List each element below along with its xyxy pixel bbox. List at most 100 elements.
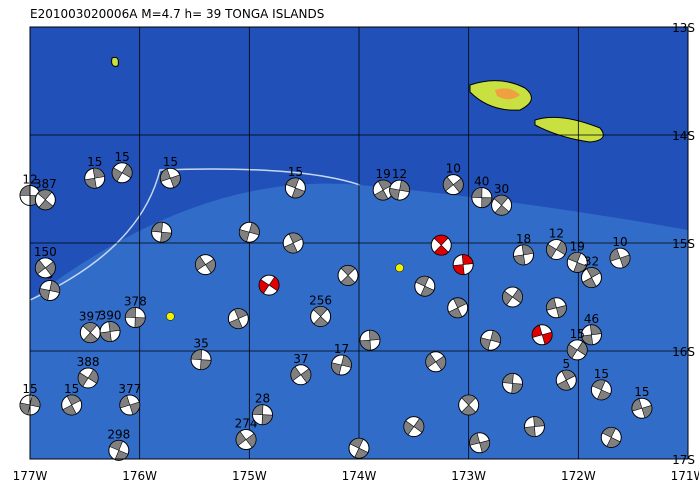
compression-quadrant [19,185,31,196]
compression-quadrant [490,330,501,344]
depth-label: 32 [584,255,599,269]
depth-label: 388 [77,355,100,369]
compression-quadrant [479,439,490,453]
depth-label: 274 [235,417,258,431]
compression-quadrant [245,433,257,448]
compression-quadrant [84,177,97,189]
compression-quadrant [469,432,480,446]
compression-quadrant [556,379,572,391]
compression-quadrant [38,199,54,211]
compression-quadrant [134,317,146,328]
compression-quadrant [619,254,631,268]
compression-quadrant [609,248,621,262]
compression-quadrant [631,398,643,412]
compression-quadrant [586,267,601,278]
compression-quadrant [480,337,491,351]
depth-label: 35 [193,337,208,351]
compression-quadrant [160,231,172,243]
compression-quadrant [354,447,369,459]
compression-quadrant [99,331,112,342]
depth-label: 18 [516,232,531,246]
compression-quadrant [452,177,464,193]
depth-label: 17 [334,342,349,356]
lon-label: 171W [671,469,699,483]
compression-quadrant [373,189,389,201]
depth-label: 15 [634,385,649,399]
depth-label: 46 [584,312,599,326]
compression-quadrant [597,389,611,401]
compression-quadrant [513,254,526,266]
compression-quadrant [546,243,557,259]
title: E201003020006A M=4.7 h= 39 TONGA ISLANDS [30,7,324,21]
compression-quadrant [228,318,243,329]
compression-quadrant [195,255,206,271]
compression-quadrant [82,322,98,334]
depth-label: 15 [288,165,303,179]
depth-label: 10 [612,235,627,249]
compression-quadrant [35,259,46,275]
compression-quadrant [252,404,264,416]
depth-label: 5 [562,357,570,371]
depth-label: 15 [114,150,129,164]
compression-quadrant [415,275,430,287]
compression-quadrant [493,194,509,206]
island-peak [495,88,520,100]
compression-quadrant [248,222,260,236]
compression-quadrant [461,404,477,416]
compression-quadrant [420,285,435,297]
compression-quadrant [285,177,300,189]
compression-quadrant [448,307,463,319]
island [111,56,119,67]
depth-label: 28 [255,392,270,406]
depth-label: 19 [570,239,585,253]
compression-quadrant [359,339,372,351]
compression-quadrant [494,204,510,216]
compression-quadrant [66,394,81,406]
compression-quadrant [521,244,534,256]
lon-label: 177W [13,469,48,483]
compression-quadrant [389,187,400,201]
compression-quadrant [190,349,203,360]
lon-label: 173W [451,469,486,483]
compression-quadrant [533,416,545,427]
depth-label: 19 [375,167,390,181]
compression-quadrant [471,187,483,198]
compression-quadrant [109,440,124,451]
compression-quadrant [29,394,41,408]
compression-quadrant [239,229,250,243]
compression-quadrant [169,174,181,188]
compression-quadrant [291,187,306,199]
compression-quadrant [39,288,51,301]
compression-quadrant [502,290,513,306]
compression-quadrant [368,329,381,341]
compression-quadrant [481,197,493,208]
compression-quadrant [461,254,474,265]
compression-quadrant [200,359,212,370]
highlight-point [166,312,175,321]
compression-quadrant [399,179,410,193]
lat-label: 17S [672,453,695,467]
compression-quadrant [19,402,31,416]
compression-quadrant [341,354,352,368]
compression-quadrant [340,274,356,286]
lat-label: 16S [672,345,695,359]
compression-quadrant [300,368,312,384]
compression-quadrant [313,316,329,327]
compression-quadrant [83,332,99,343]
compression-quadrant [433,244,449,256]
compression-quadrant [49,280,61,293]
compression-quadrant [502,373,514,384]
compression-quadrant [111,167,123,182]
lat-label: 14S [672,129,695,143]
compression-quadrant [581,334,594,346]
compression-quadrant [567,252,582,263]
compression-quadrant [425,353,437,369]
depth-label: 390 [99,309,122,323]
compression-quadrant [443,176,454,192]
compression-quadrant [258,279,270,294]
depth-label: 378 [124,295,147,309]
compression-quadrant [349,437,364,449]
depth-label: 15 [594,367,609,381]
compression-quadrant [312,306,328,317]
